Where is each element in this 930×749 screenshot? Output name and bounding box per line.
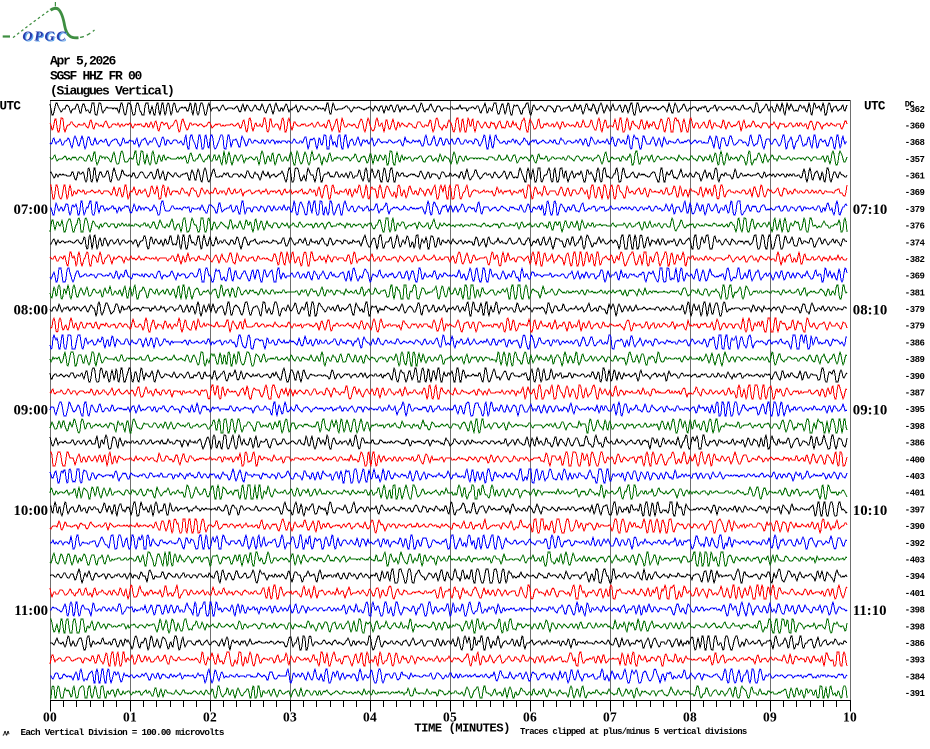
svg-text:03: 03	[283, 710, 297, 725]
svg-text:-369: -369	[905, 272, 925, 282]
svg-text:02: 02	[203, 710, 217, 725]
svg-text:08:00: 08:00	[13, 302, 48, 318]
svg-text:08: 08	[683, 710, 697, 725]
svg-text:09:00: 09:00	[13, 403, 48, 419]
svg-text:09: 09	[763, 710, 777, 725]
svg-text:-401: -401	[905, 489, 926, 499]
svg-text:-389: -389	[905, 355, 925, 365]
svg-text:11:10: 11:10	[853, 603, 887, 619]
svg-text:-398: -398	[905, 622, 925, 632]
svg-text:04: 04	[363, 710, 377, 725]
svg-text:08:10: 08:10	[853, 302, 888, 318]
svg-text:-386: -386	[905, 639, 925, 649]
svg-text:-390: -390	[905, 522, 925, 532]
svg-text:06: 06	[523, 710, 537, 725]
svg-text:-384: -384	[905, 672, 926, 682]
svg-text:(Siaugues Vertical): (Siaugues Vertical)	[50, 84, 174, 99]
svg-text:00: 00	[43, 710, 57, 725]
svg-text:Traces clipped at plus/minus 5: Traces clipped at plus/minus 5 vertical …	[520, 727, 747, 737]
svg-text:11:00: 11:00	[14, 603, 48, 619]
svg-text:-386: -386	[905, 439, 925, 449]
svg-text:-403: -403	[905, 555, 925, 565]
svg-text:-403: -403	[905, 472, 925, 482]
svg-text:-397: -397	[905, 505, 925, 515]
svg-text:05: 05	[443, 710, 457, 725]
svg-text:UTC: UTC	[864, 100, 886, 114]
svg-text:OPGC: OPGC	[22, 29, 67, 44]
svg-text:-368: -368	[905, 138, 925, 148]
svg-text:-394: -394	[905, 572, 926, 582]
svg-text:-379: -379	[905, 322, 925, 332]
svg-text:-379: -379	[905, 205, 925, 215]
svg-text:-387: -387	[905, 389, 925, 399]
svg-text:Each Vertical Division = 100.: Each Vertical Division = 100.00 microvol…	[21, 727, 225, 738]
svg-text:-390: -390	[905, 372, 925, 382]
svg-text:-374: -374	[905, 238, 926, 248]
svg-text:-401: -401	[905, 589, 926, 599]
svg-text:09:10: 09:10	[853, 403, 888, 419]
svg-text:10:10: 10:10	[853, 503, 888, 519]
svg-text:TIME (MINUTES): TIME (MINUTES)	[414, 721, 510, 735]
svg-text:SGSF HHZ FR 00: SGSF HHZ FR 00	[50, 69, 143, 84]
svg-text:01: 01	[123, 710, 137, 725]
svg-text:07:10: 07:10	[853, 202, 888, 218]
svg-text:-369: -369	[905, 188, 925, 198]
svg-text:-398: -398	[905, 422, 925, 432]
svg-text:-361: -361	[905, 171, 926, 181]
svg-text:-395: -395	[905, 405, 925, 415]
svg-text:-360: -360	[905, 121, 925, 131]
svg-text:-382: -382	[905, 255, 925, 265]
svg-text:-398: -398	[905, 606, 925, 616]
svg-text:07: 07	[603, 710, 617, 725]
svg-text:10:00: 10:00	[13, 503, 48, 519]
svg-text:OPGC: OPGC	[24, 31, 69, 46]
svg-text:-386: -386	[905, 338, 925, 348]
svg-text:-392: -392	[905, 539, 925, 549]
svg-text:-362: -362	[905, 105, 925, 115]
svg-text:07:00: 07:00	[13, 202, 48, 218]
svg-text:-357: -357	[905, 155, 925, 165]
svg-text:10: 10	[843, 710, 857, 725]
svg-text:-393: -393	[905, 656, 925, 666]
svg-text:DC: DC	[905, 99, 915, 109]
svg-text:UTC: UTC	[0, 100, 21, 114]
svg-text:-391: -391	[905, 689, 926, 699]
svg-text:-376: -376	[905, 222, 925, 232]
svg-text:-381: -381	[905, 288, 926, 298]
svg-text:-379: -379	[905, 305, 925, 315]
svg-text:Apr 5,2026: Apr 5,2026	[50, 54, 117, 69]
svg-text:-400: -400	[905, 455, 925, 465]
